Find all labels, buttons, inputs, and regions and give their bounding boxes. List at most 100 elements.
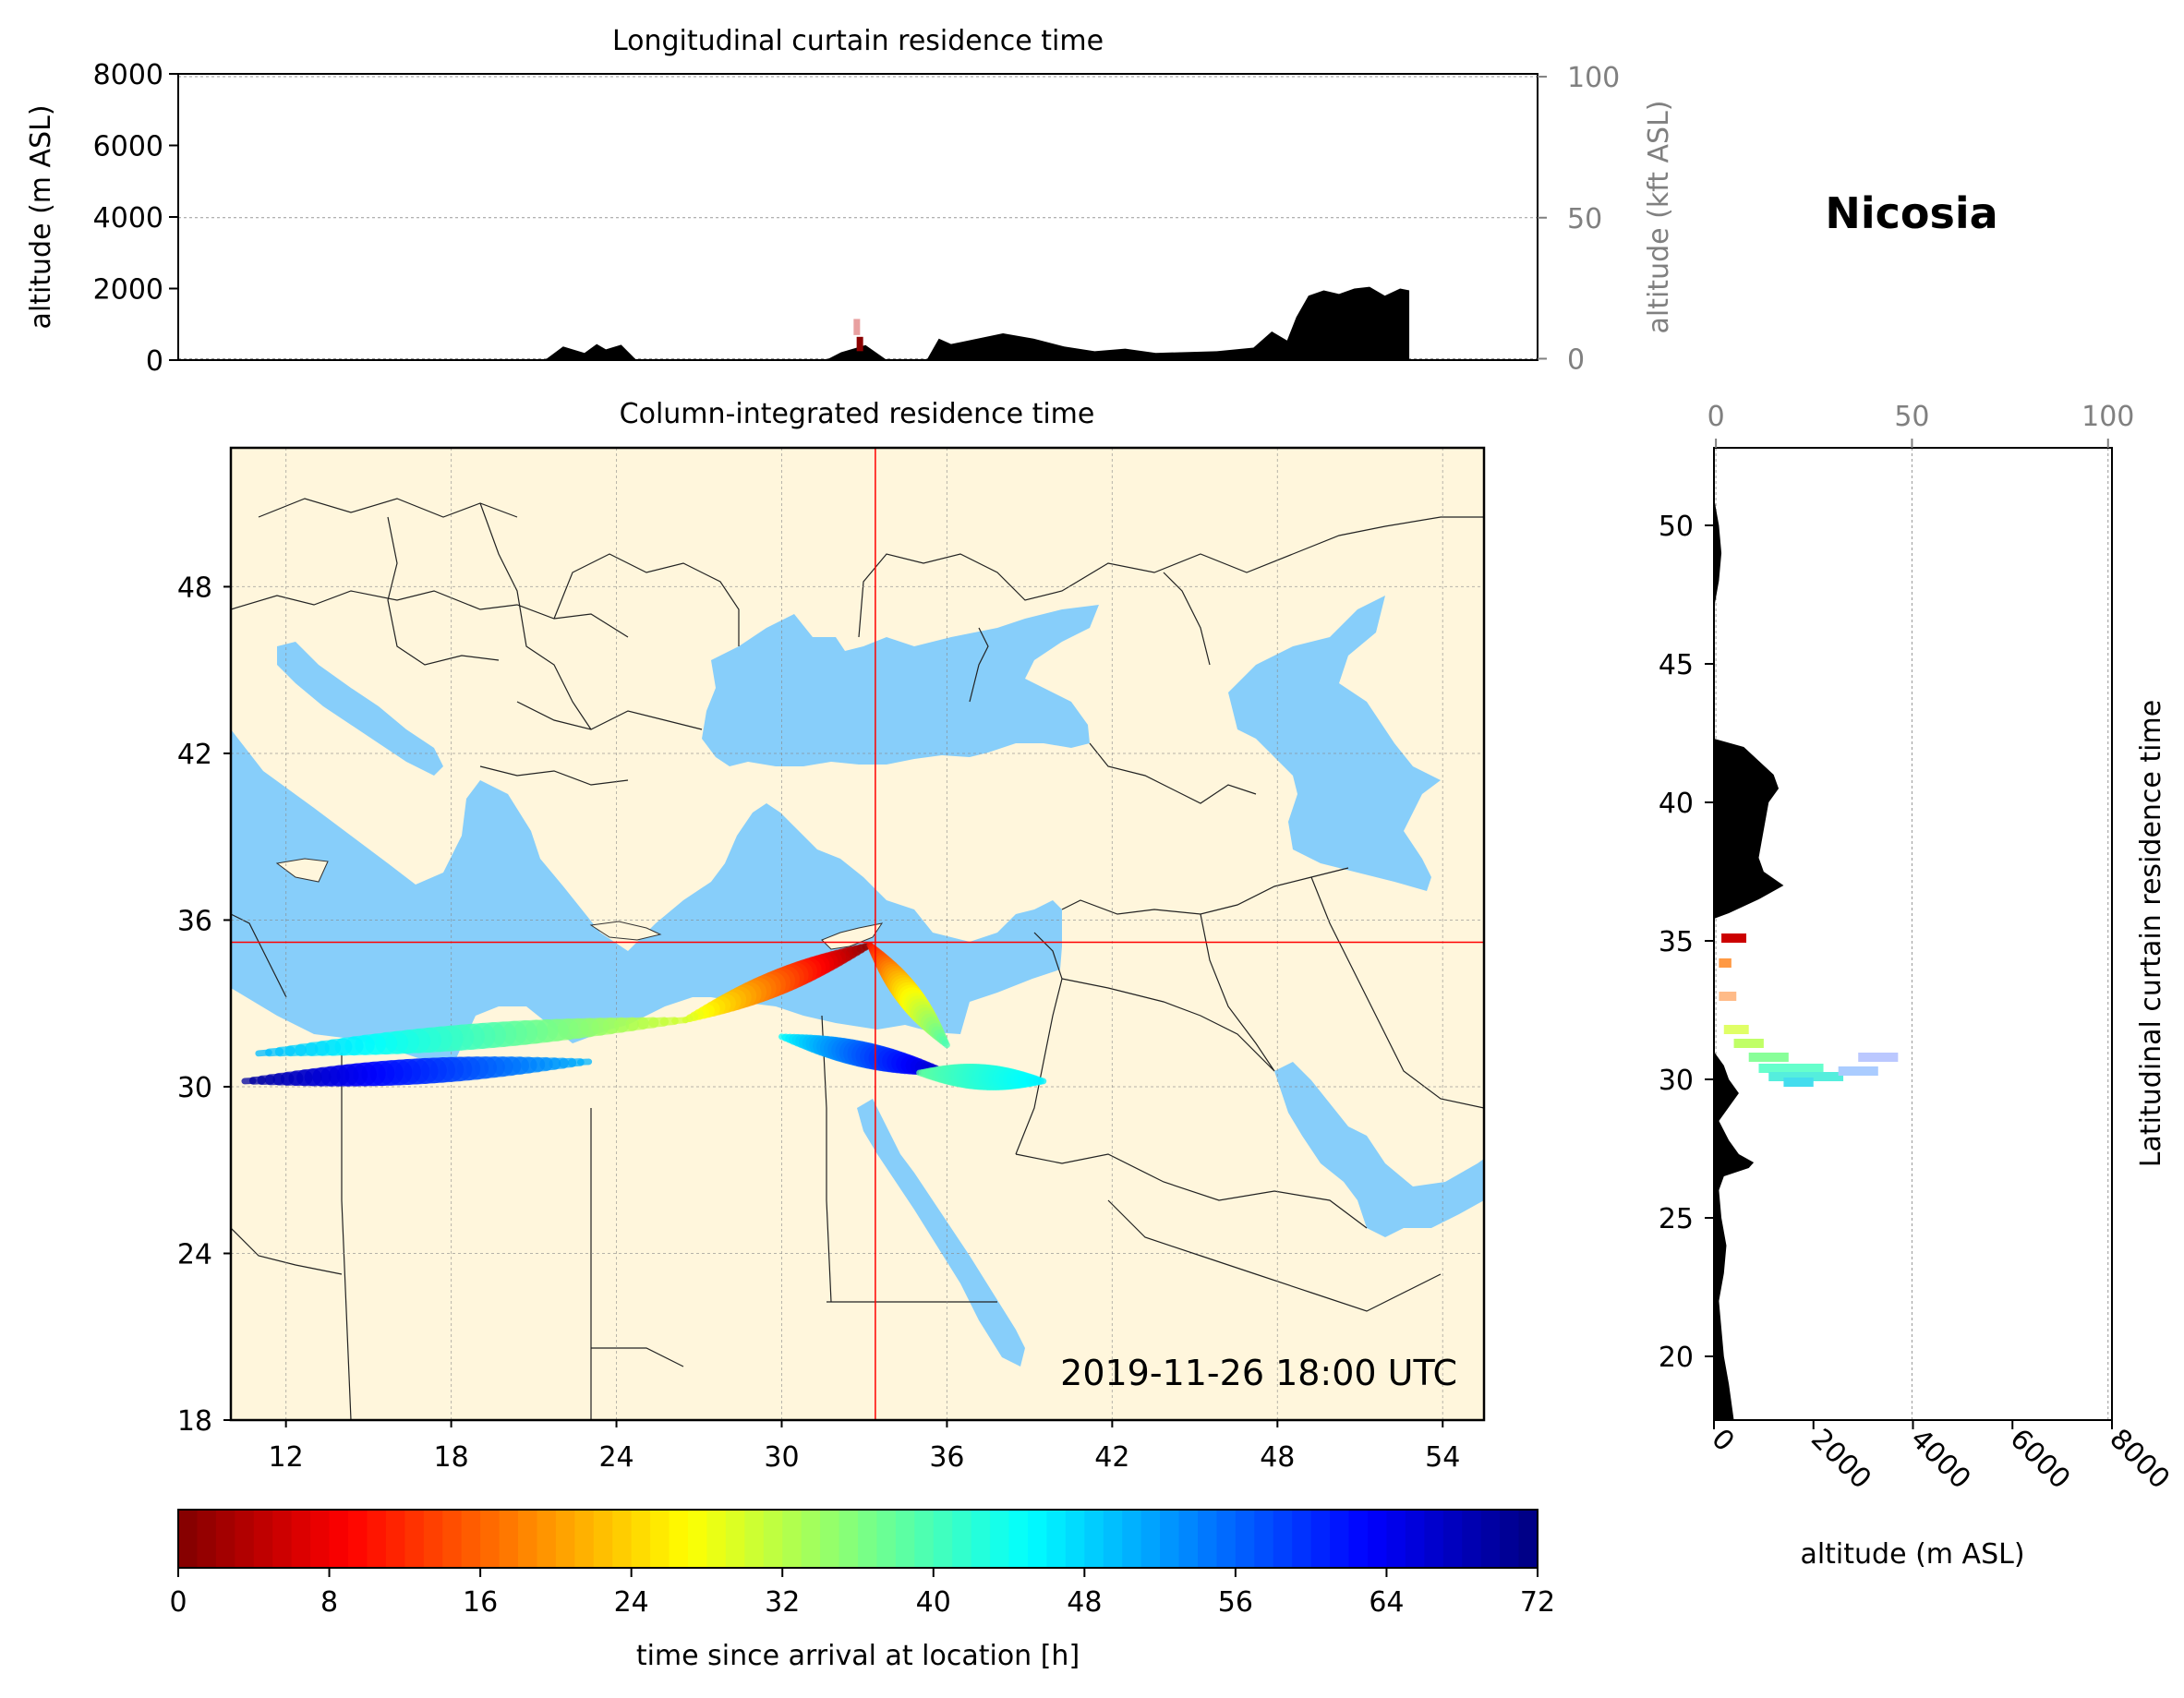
sicily xyxy=(275,858,329,883)
colorbar-cell xyxy=(1178,1510,1199,1568)
colorbar-cell xyxy=(367,1510,387,1568)
colorbar-cell xyxy=(1348,1510,1369,1568)
crete xyxy=(589,921,662,941)
colorbar-cell xyxy=(423,1510,443,1568)
latitudinal-grid xyxy=(1715,448,2109,1420)
colorbar-cell xyxy=(291,1510,311,1568)
y2-tick-label: 0 xyxy=(1567,343,1585,376)
colorbar-cell xyxy=(744,1510,765,1568)
y-tick-label: 8000 xyxy=(93,59,163,91)
y-tick-label: 18 xyxy=(177,1405,212,1438)
y-tick-label: 45 xyxy=(1659,649,1694,681)
y-tick-label: 30 xyxy=(177,1072,212,1104)
plume-segment xyxy=(241,1077,257,1085)
colorbar-tick-label: 32 xyxy=(765,1586,800,1619)
plume-segment xyxy=(941,1039,950,1049)
adriatic-sea xyxy=(277,642,443,776)
x-tick-label: 48 xyxy=(1260,1441,1295,1474)
x-tick-label: 30 xyxy=(764,1441,799,1474)
y-tick-label: 25 xyxy=(1659,1203,1694,1235)
colorbar-cell xyxy=(1198,1510,1218,1568)
colorbar-cell xyxy=(461,1510,481,1568)
colorbar-cell xyxy=(272,1510,293,1568)
longitudinal-y2-axis: 0 50 100 xyxy=(1538,62,1620,376)
colorbar-cell xyxy=(1292,1510,1312,1568)
longitudinal-plume xyxy=(853,319,863,352)
colorbar-tick-label: 56 xyxy=(1218,1586,1253,1619)
persian-gulf xyxy=(1274,1062,1484,1237)
colorbar-cell xyxy=(952,1510,972,1568)
colorbar-cell xyxy=(1008,1510,1029,1568)
longitudinal-curtain-panel: Longitudinal curtain residence time 0 200… xyxy=(25,25,1675,378)
x2-tick-label: 0 xyxy=(1707,401,1725,433)
colorbar-cell xyxy=(1442,1510,1463,1568)
y-tick-label: 40 xyxy=(1659,788,1694,820)
colorbar-cell xyxy=(1368,1510,1388,1568)
colorbar-cell xyxy=(593,1510,613,1568)
colorbar-cell xyxy=(480,1510,501,1568)
x2-tick-label: 100 xyxy=(2081,401,2134,433)
colorbar-ticks: 0 8 16 24 32 40 48 56 64 72 xyxy=(169,1568,1555,1619)
station-crosshair xyxy=(231,448,1484,1420)
colorbar-tick-label: 8 xyxy=(320,1586,338,1619)
colorbar-cell xyxy=(1046,1510,1067,1568)
colorbar-tick-label: 64 xyxy=(1369,1586,1404,1619)
x-tick-label: 24 xyxy=(598,1441,633,1474)
plume-mark xyxy=(1758,1064,1824,1073)
colorbar-tick-label: 16 xyxy=(463,1586,498,1619)
map-axes-frame xyxy=(229,446,1486,1422)
plume-mark xyxy=(1838,1066,1878,1076)
x-tick-label: 0 xyxy=(1705,1423,1740,1458)
colorbar-cell xyxy=(990,1510,1010,1568)
colorbar-cell xyxy=(763,1510,783,1568)
latitudinal-title: Latitudinal curtain residence time xyxy=(2135,700,2167,1167)
colorbar-cell xyxy=(1216,1510,1237,1568)
y-tick-label: 20 xyxy=(1659,1342,1694,1374)
colorbar-cell xyxy=(385,1510,405,1568)
colorbar-cell xyxy=(555,1510,575,1568)
mediterranean-sea xyxy=(231,729,1062,1066)
colorbar-cell xyxy=(442,1510,463,1568)
colorbar-cell xyxy=(631,1510,651,1568)
map-y-axis: 18 24 30 36 42 48 xyxy=(177,572,231,1438)
colorbar-cell xyxy=(1310,1510,1331,1568)
colorbar-cell xyxy=(1424,1510,1444,1568)
colorbar-cell xyxy=(688,1510,708,1568)
y-tick-label: 36 xyxy=(177,905,212,937)
colorbar-cell xyxy=(933,1510,953,1568)
colorbar-cell xyxy=(1330,1510,1350,1568)
colorbar-tick-label: 40 xyxy=(916,1586,951,1619)
x-tick-label: 18 xyxy=(433,1441,468,1474)
y2-tick-label: 50 xyxy=(1567,203,1602,235)
plume-mark xyxy=(1858,1053,1899,1062)
colorbar-cell xyxy=(1273,1510,1293,1568)
colorbar-cell xyxy=(1160,1510,1180,1568)
y-tick-label: 0 xyxy=(146,345,163,378)
colorbar-cell xyxy=(253,1510,273,1568)
colorbar-tick-label: 24 xyxy=(614,1586,649,1619)
colorbar-cell xyxy=(1405,1510,1425,1568)
latitudinal-x2-axis: 0 50 100 xyxy=(1707,401,2134,448)
colorbar-cell xyxy=(178,1510,199,1568)
latitudinal-xlabel: altitude (m ASL) xyxy=(1800,1538,2024,1571)
colorbar-cell xyxy=(1480,1510,1501,1568)
y-tick-label: 4000 xyxy=(93,202,163,235)
longitudinal-ylabel: altitude (m ASL) xyxy=(25,104,57,329)
colorbar-cell xyxy=(725,1510,745,1568)
colorbar-cell xyxy=(1065,1510,1085,1568)
longitudinal-y-axis: 0 2000 4000 6000 8000 xyxy=(93,59,178,378)
plume-mark xyxy=(853,319,861,335)
y-tick-label: 30 xyxy=(1659,1065,1694,1097)
y-tick-label: 42 xyxy=(177,739,212,771)
caspian-sea xyxy=(1228,596,1441,891)
colorbar-frame xyxy=(177,1509,1538,1569)
colorbar-gradient xyxy=(178,1510,1538,1568)
colorbar-cell xyxy=(215,1510,235,1568)
colorbar-cell xyxy=(235,1510,255,1568)
colorbar-cell xyxy=(801,1510,821,1568)
map-area xyxy=(231,448,1484,1420)
x-tick-label: 8000 xyxy=(2103,1423,2176,1496)
colorbar-cell xyxy=(404,1510,425,1568)
map-timestamp: 2019-11-26 18:00 UTC xyxy=(1060,1353,1457,1393)
